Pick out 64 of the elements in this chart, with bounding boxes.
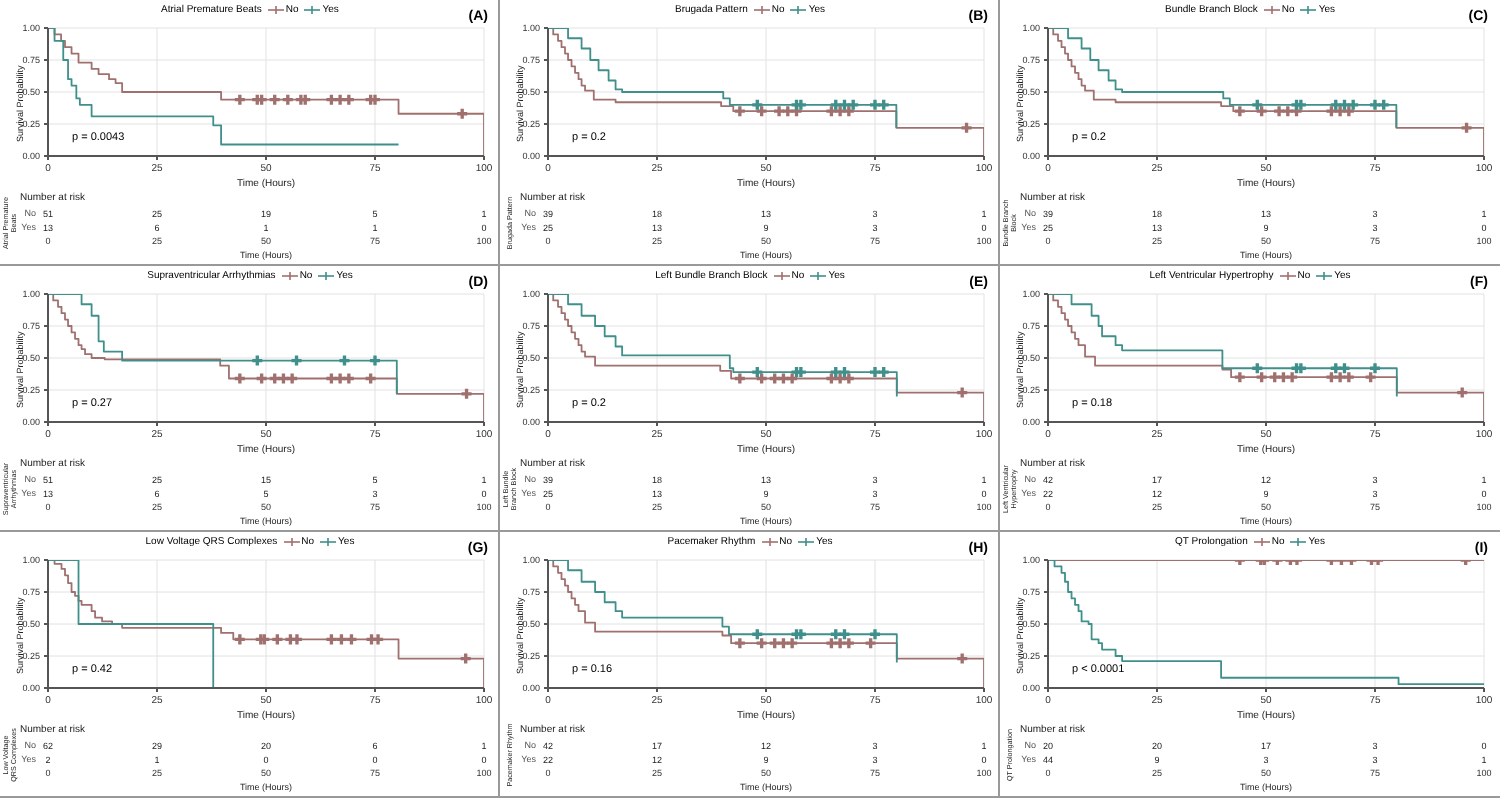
point: [774, 106, 785, 117]
point: [957, 653, 968, 664]
point: [461, 388, 472, 399]
point: [734, 373, 745, 384]
point: [1365, 372, 1376, 383]
point: [256, 373, 267, 384]
point: [369, 355, 381, 366]
point: [252, 355, 263, 366]
point: [1369, 363, 1381, 374]
point: [1234, 106, 1245, 117]
point: [1234, 372, 1245, 383]
point: [365, 373, 376, 384]
point: [752, 99, 763, 110]
point: [1457, 387, 1468, 398]
point: [778, 373, 789, 384]
point: [339, 355, 350, 366]
point: [878, 367, 889, 378]
point: [343, 373, 354, 384]
point: [843, 106, 854, 117]
point: [787, 373, 798, 384]
point: [835, 373, 846, 384]
point: [756, 373, 767, 384]
point: [326, 373, 337, 384]
point: [843, 638, 854, 649]
point: [865, 638, 876, 649]
point: [752, 367, 763, 378]
point: [869, 99, 881, 110]
point: [756, 106, 767, 117]
point: [287, 373, 298, 384]
point: [787, 638, 798, 649]
point: [1274, 106, 1285, 117]
point: [1252, 363, 1263, 374]
point: [734, 106, 745, 117]
point: [835, 106, 846, 117]
point: [752, 629, 763, 640]
point: [734, 638, 745, 649]
point: [878, 99, 889, 110]
point: [1461, 122, 1472, 133]
point: [843, 373, 854, 384]
point: [1256, 106, 1267, 117]
point: [957, 387, 968, 398]
point: [869, 367, 881, 378]
point: [839, 367, 850, 378]
point: [1252, 99, 1263, 110]
point: [278, 373, 289, 384]
point: [1348, 99, 1359, 110]
point: [1339, 363, 1350, 374]
point: [756, 638, 767, 649]
point: [839, 629, 850, 640]
point: [335, 373, 346, 384]
point: [1256, 372, 1267, 383]
point: [961, 122, 972, 133]
point: [1369, 99, 1381, 110]
point: [234, 373, 245, 384]
point: [1343, 106, 1354, 117]
point: [869, 629, 881, 640]
point: [1378, 99, 1389, 110]
point: [835, 638, 846, 649]
point: [1335, 372, 1346, 383]
point: [1287, 372, 1298, 383]
point: [848, 99, 859, 110]
point: [1343, 372, 1354, 383]
point: [1335, 106, 1346, 117]
point: [291, 355, 302, 366]
